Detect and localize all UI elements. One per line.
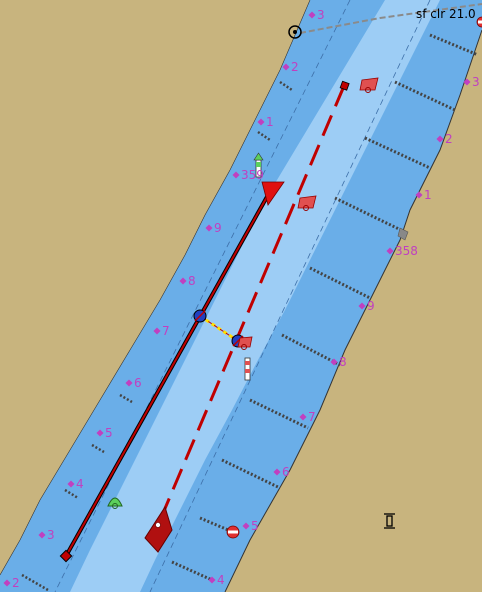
- heading-line: [156, 85, 346, 526]
- left-bank-km-label: 2: [291, 60, 299, 74]
- right-bank-km-label: 1: [424, 188, 432, 202]
- right-bank-edge: [224, 29, 482, 592]
- left-bank-km-label: 3: [317, 8, 325, 22]
- route-start-triangle[interactable]: [261, 181, 285, 206]
- left-bank-km-marker: [3, 579, 11, 587]
- right-bank-km-label: 5: [251, 519, 259, 533]
- left-bank-km-label: 3: [47, 528, 55, 542]
- cross-track-line: [199, 314, 239, 343]
- right-bank-km-marks: 3 2 1 358 9 8 7 6 5 4: [208, 75, 480, 587]
- route-waypoint-marker-1[interactable]: [193, 309, 207, 323]
- left-bank-km-label: 4: [76, 477, 84, 491]
- right-bank-km-label: 7: [308, 410, 316, 424]
- left-bank-edge: [0, 0, 311, 576]
- right-bank-km-label: 8: [339, 355, 347, 369]
- mooring-icon[interactable]: [384, 513, 395, 529]
- left-bank-km-marker: [232, 171, 240, 179]
- right-bank-km-marker: [436, 135, 444, 143]
- right-bank-km-marker: [358, 302, 366, 310]
- left-bank-km-marker: [67, 480, 75, 488]
- left-bank-km-label: 2: [12, 576, 20, 590]
- left-bank-km-label: 6: [134, 376, 142, 390]
- left-bank-km-marker: [153, 327, 161, 335]
- left-bank-groynes: [21, 80, 293, 592]
- left-bank-km-marker: [125, 379, 133, 387]
- right-bank-km-label: 358: [395, 244, 418, 258]
- green-white-beacon-icon[interactable]: [253, 152, 264, 178]
- vessel-icon[interactable]: [144, 505, 173, 553]
- left-bank-km-label: 359: [241, 168, 264, 182]
- red-white-beacon-icon[interactable]: [244, 357, 251, 381]
- left-bank-km-label: 7: [162, 324, 170, 338]
- left-bank-km-label: 1: [266, 115, 274, 129]
- left-bank-km-marker: [179, 277, 187, 285]
- right-bank-km-marker: [330, 358, 338, 366]
- heading-line-end-marker: [339, 80, 350, 91]
- left-bank-km-marker: [205, 224, 213, 232]
- red-buoy-icon[interactable]: [237, 336, 253, 350]
- danger-buoy-icon-edge[interactable]: [476, 16, 482, 28]
- waypoint-icon[interactable]: [59, 549, 73, 563]
- left-bank-km-label: 8: [188, 274, 196, 288]
- planned-route-inner: [65, 194, 269, 557]
- right-bank-km-marker: [242, 522, 250, 530]
- left-bank-km-marker: [257, 118, 265, 126]
- green-buoy-icon[interactable]: [107, 497, 123, 509]
- red-buoy-icon[interactable]: [359, 77, 379, 93]
- left-bank-km-marker: [96, 429, 104, 437]
- left-bank-km-marker: [38, 531, 46, 539]
- left-bank-km-marker: [308, 11, 316, 19]
- right-bank-km-marker: [415, 191, 423, 199]
- danger-buoy-icon[interactable]: [226, 525, 240, 539]
- left-bank-km-marker: [282, 63, 290, 71]
- channel-boundary-right: [149, 0, 431, 592]
- bridge-line: [299, 3, 482, 34]
- right-bank-km-marker: [273, 468, 281, 476]
- right-bank-km-marker: [299, 413, 307, 421]
- left-bank-km-label: 5: [105, 426, 113, 440]
- right-bank-km-marker: [208, 576, 216, 584]
- bridge-clearance-label: sf clr 21.0: [416, 7, 476, 21]
- right-bank-km-label: 3: [472, 75, 480, 89]
- anchor-icon[interactable]: [288, 25, 302, 39]
- red-buoy-icon[interactable]: [297, 195, 317, 211]
- channel-boundary-left: [54, 0, 351, 592]
- right-bank-km-label: 2: [445, 132, 453, 146]
- left-bank-km-marks: 3 2 1 359 9 8 7 6 5 4 3 2: [3, 8, 325, 590]
- right-bank-km-label: 9: [367, 299, 375, 313]
- right-bank-km-marker: [463, 78, 471, 86]
- right-bank-km-label: 4: [217, 573, 225, 587]
- right-bank-km-marker: [386, 247, 394, 255]
- right-bank-km-label: 6: [282, 465, 290, 479]
- left-bank-km-label: 9: [214, 221, 222, 235]
- rock-icon: [397, 227, 409, 241]
